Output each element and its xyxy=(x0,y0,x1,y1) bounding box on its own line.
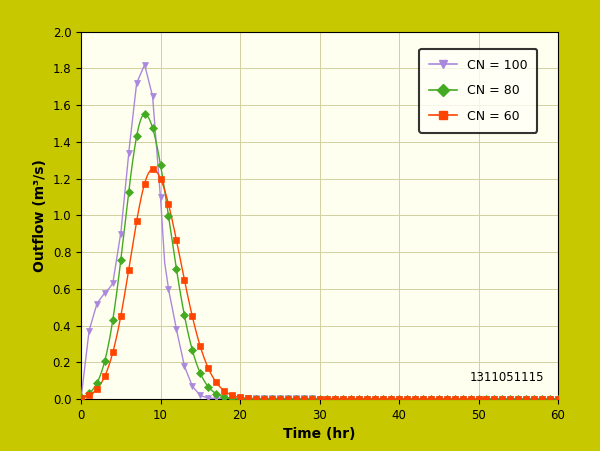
Y-axis label: Outflow (m³/s): Outflow (m³/s) xyxy=(33,159,47,272)
Legend: CN = 100, CN = 80, CN = 60: CN = 100, CN = 80, CN = 60 xyxy=(419,49,538,133)
X-axis label: Time (hr): Time (hr) xyxy=(283,428,356,442)
Text: 1311051115: 1311051115 xyxy=(469,372,544,384)
